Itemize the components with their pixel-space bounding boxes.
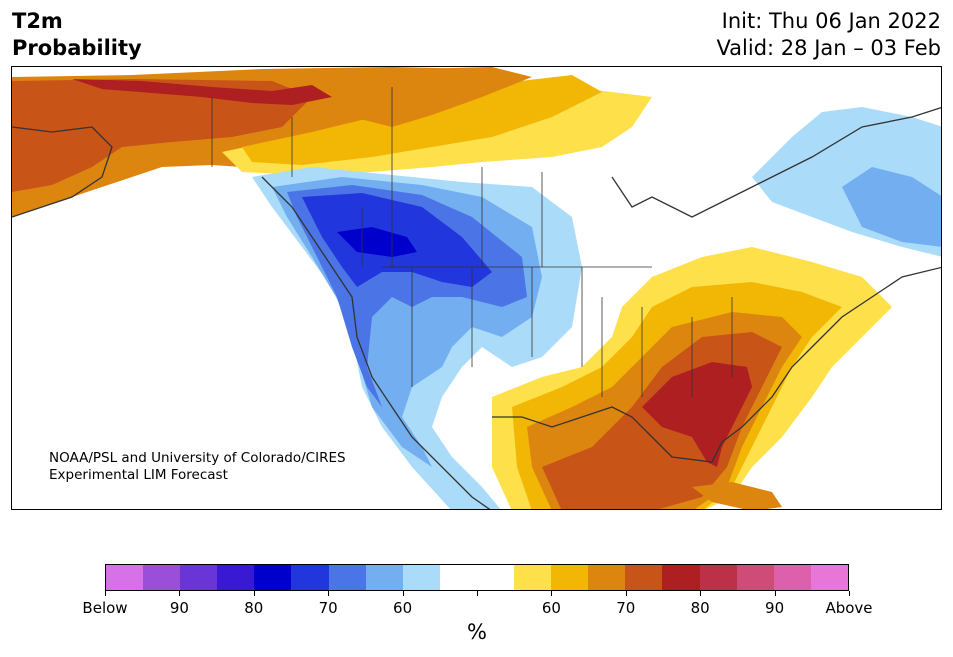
colorbar-segment <box>143 565 181 590</box>
colorbar-segment <box>625 565 663 590</box>
colorbar-segment <box>402 565 440 590</box>
colorbar-tick-label: 60 <box>393 599 413 617</box>
colorbar-tick-label: 80 <box>690 599 710 617</box>
colorbar <box>105 564 849 591</box>
colorbar-segment <box>551 565 589 590</box>
labrador-cold-inner <box>842 167 941 247</box>
credit-line-2: Experimental LIM Forecast <box>49 467 228 483</box>
colorbar-tick <box>551 591 553 596</box>
colorbar-tick <box>477 591 478 596</box>
colorbar-segment <box>254 565 292 590</box>
coastline <box>12 106 941 509</box>
colorbar-segment <box>588 565 626 590</box>
colorbar-segment <box>180 565 218 590</box>
canada-north-warm-core <box>332 67 532 127</box>
colorbar-segment <box>662 565 700 590</box>
colorbar-tick <box>179 591 181 596</box>
colorbar-tick-label: Above <box>825 599 873 617</box>
colorbar-segment <box>699 565 737 590</box>
colorbar-segment <box>291 565 329 590</box>
colorbar-tick-label: 70 <box>616 599 636 617</box>
colorbar-segment <box>736 565 774 590</box>
map-panel <box>11 66 942 510</box>
colorbar-segment <box>365 565 403 590</box>
colorbar-unit: % <box>467 620 487 644</box>
colorbar-tick-label: 90 <box>765 599 785 617</box>
product-label: Probability <box>12 36 142 60</box>
colorbar-tick <box>849 591 850 596</box>
canada-north-warm-inner <box>242 75 602 165</box>
credit-text: NOAA/PSL and University of Colorado/CIRE… <box>49 450 346 484</box>
colorbar-segment <box>476 565 515 590</box>
alaska-warm-core <box>12 79 312 192</box>
valid-date: Valid: 28 Jan – 03 Feb <box>716 36 941 60</box>
west-cold-peak <box>337 227 417 257</box>
colorbar-segment <box>514 565 552 590</box>
colorbar-tick-label: 90 <box>169 599 189 617</box>
colorbar-segment <box>810 565 848 590</box>
colorbar-tick-label: Below <box>82 599 128 617</box>
colorbar-tick <box>774 591 776 596</box>
colorbar-tick-label: 60 <box>541 599 561 617</box>
colorbar-segment <box>439 565 477 590</box>
colorbar-tick <box>700 591 702 596</box>
colorbar-segment <box>106 565 144 590</box>
colorbar-tick <box>402 591 404 596</box>
alaska-warm-peak <box>72 79 332 105</box>
map-title: T2m Probability <box>12 8 142 62</box>
colorbar-segment <box>773 565 811 590</box>
colorbar-tick <box>625 591 627 596</box>
colorbar-tick <box>328 591 330 596</box>
colorbar-segment <box>328 565 366 590</box>
colorbar-tick <box>253 591 255 596</box>
variable-label: T2m <box>12 9 63 33</box>
colorbar-tick <box>105 591 106 596</box>
credit-line-1: NOAA/PSL and University of Colorado/CIRE… <box>49 450 346 466</box>
colorbar-segment <box>217 565 255 590</box>
borders <box>211 87 733 397</box>
probability-map <box>12 67 941 509</box>
cuba-warm <box>692 482 782 509</box>
forecast-dates: Init: Thu 06 Jan 2022 Valid: 28 Jan – 03… <box>716 8 941 62</box>
init-date: Init: Thu 06 Jan 2022 <box>721 9 941 33</box>
colorbar-tick-label: 70 <box>318 599 338 617</box>
colorbar-tick-label: 80 <box>244 599 264 617</box>
